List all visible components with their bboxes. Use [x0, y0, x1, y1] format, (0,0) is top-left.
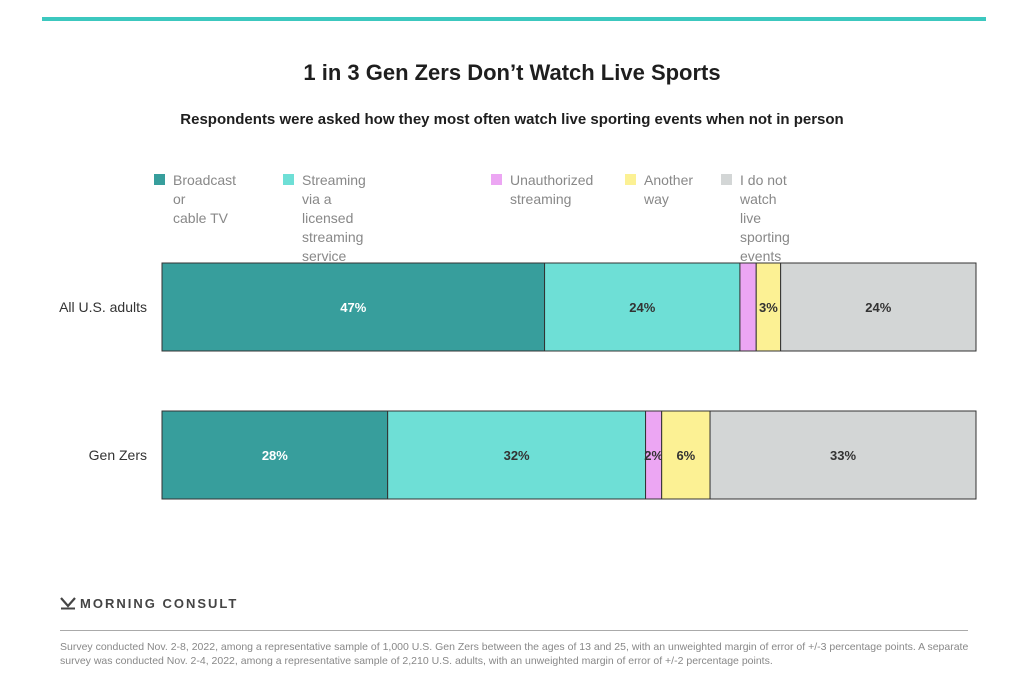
data-label: 6%	[676, 448, 695, 463]
legend-label: Broadcast or cable TV	[173, 172, 237, 226]
chart-title: 1 in 3 Gen Zers Don’t Watch Live Sports	[303, 60, 721, 85]
data-label: 2%	[644, 448, 663, 463]
legend-swatch	[625, 174, 636, 185]
legend-swatch	[283, 174, 294, 185]
bar-segment	[661, 410, 711, 500]
category-label: Gen Zers	[89, 447, 147, 463]
footnote: Survey conducted Nov. 2-8, 2022, among a…	[60, 641, 969, 667]
brand-logo: MORNING CONSULT	[60, 596, 238, 611]
accent-top-bar	[42, 17, 986, 21]
bar-segment	[755, 262, 782, 352]
brand-name: MORNING CONSULT	[80, 596, 239, 611]
legend-item-broadcast: Broadcast or cable TV	[154, 171, 236, 228]
data-label: 47%	[340, 300, 366, 315]
legend-item-another-way: Another way	[625, 171, 693, 209]
morning-consult-logo-icon	[60, 597, 76, 610]
data-label: 24%	[865, 300, 891, 315]
bar-segment	[387, 410, 647, 500]
category-label: All U.S. adults	[59, 299, 147, 315]
legend-label: Unauthorized streaming	[510, 172, 594, 207]
legend-label: Another way	[644, 172, 694, 207]
bar-segment	[709, 410, 977, 500]
legend-swatch	[721, 174, 732, 185]
footer-divider	[60, 630, 968, 631]
data-label: 3%	[759, 300, 778, 315]
legend-item-unauthorized: Unauthorized streaming	[491, 171, 593, 209]
legend-item-streaming: Streaming via a licensed streaming servi…	[283, 171, 366, 266]
bar-segment	[161, 410, 389, 500]
legend-swatch	[491, 174, 502, 185]
legend-swatch	[154, 174, 165, 185]
bar-segment	[739, 262, 757, 352]
data-label: 32%	[504, 448, 530, 463]
data-label: 24%	[629, 300, 655, 315]
bar-segment	[161, 262, 546, 352]
data-label: 33%	[830, 448, 856, 463]
bar-segment	[780, 262, 977, 352]
data-label: 28%	[262, 448, 288, 463]
legend-item-do-not-watch: I do not watch live sporting events	[721, 171, 790, 266]
legend-label: Streaming via a licensed streaming servi…	[302, 172, 366, 264]
chart-subtitle: Respondents were asked how they most oft…	[180, 111, 844, 128]
legend-label: I do not watch live sporting events	[740, 172, 790, 264]
